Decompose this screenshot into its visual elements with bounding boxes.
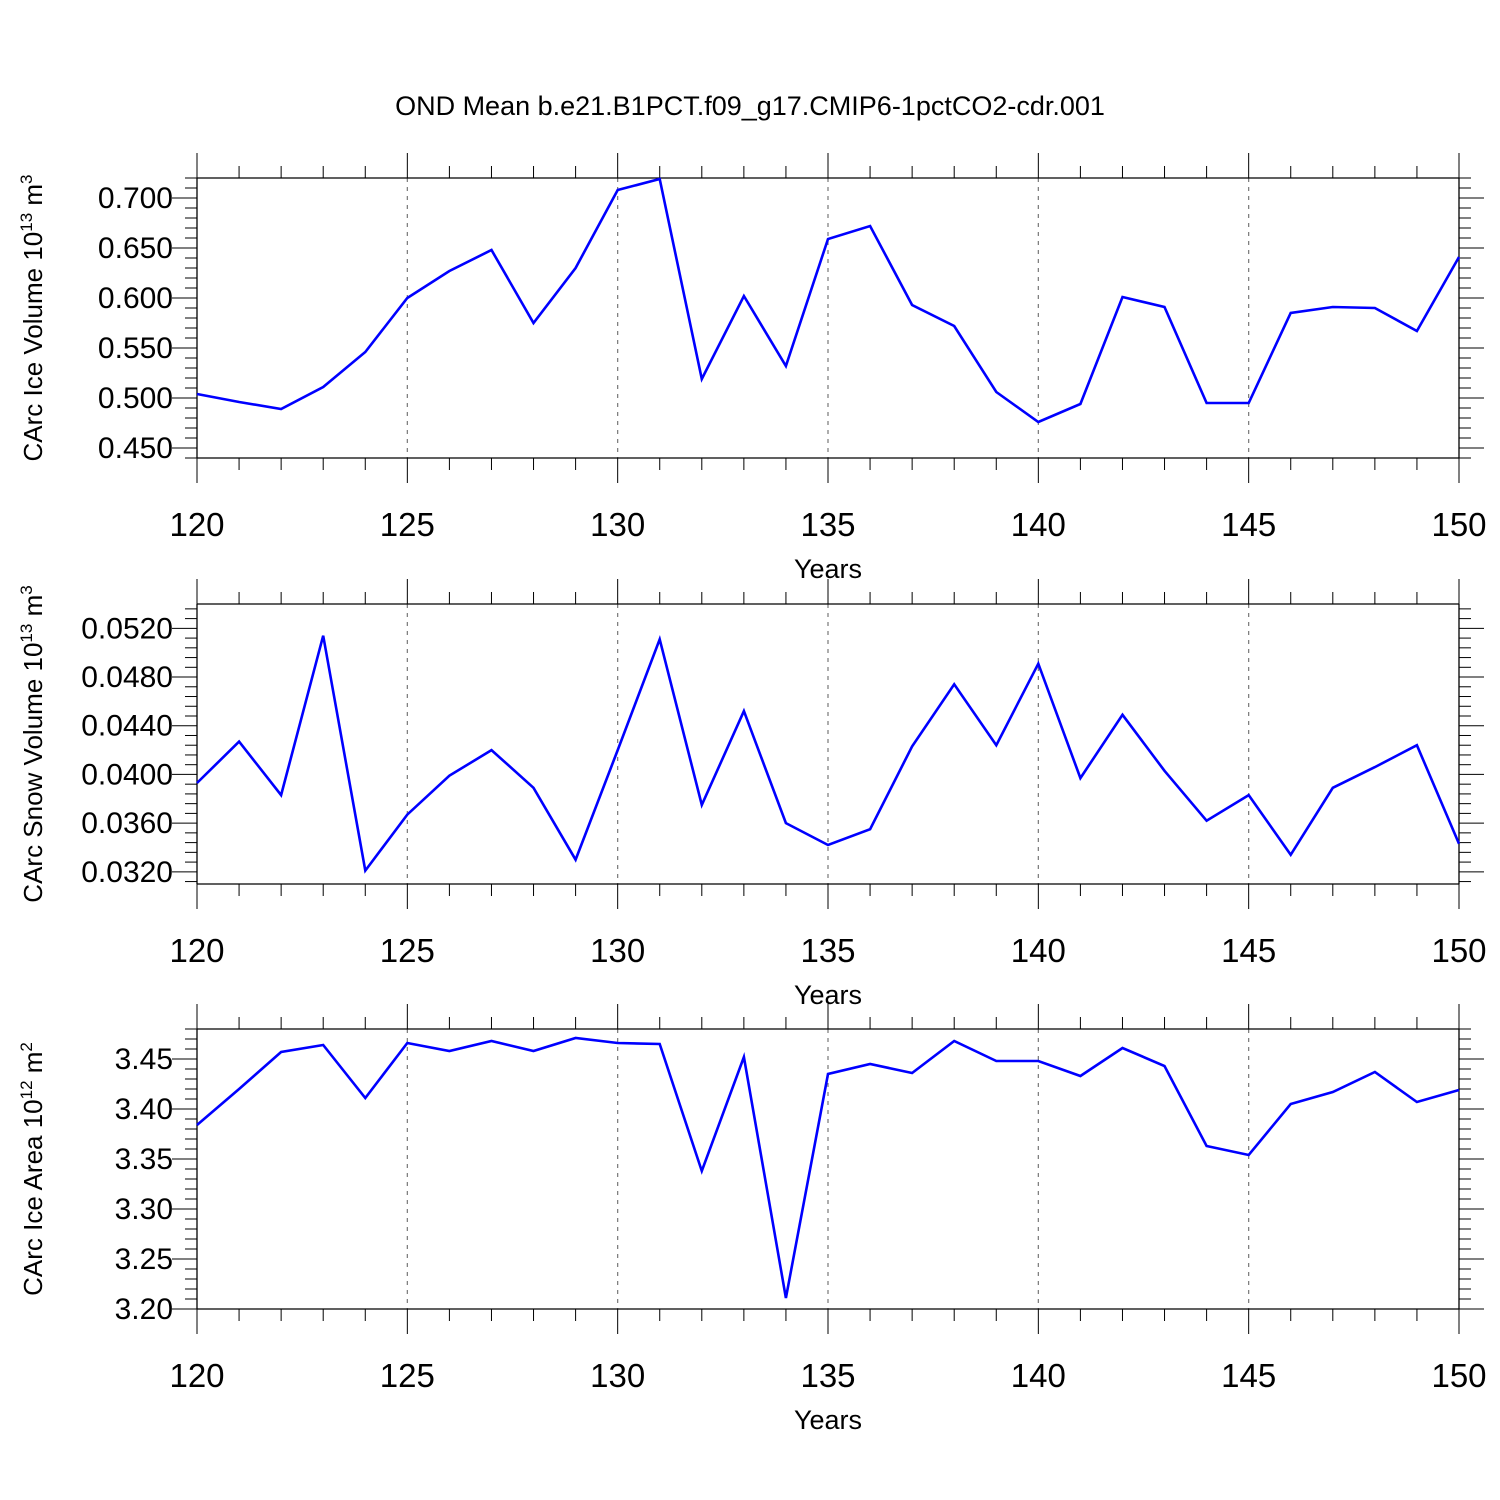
x-tick-label: 140: [1011, 506, 1066, 543]
y-tick-label: 0.0360: [81, 807, 173, 840]
series-line: [196, 177, 1461, 424]
x-tick-label: 135: [800, 1357, 855, 1394]
x-tick-label: 145: [1221, 1357, 1276, 1394]
x-tick-label: 130: [590, 932, 645, 969]
x-tick-label: 135: [800, 506, 855, 543]
y-tick-label: 0.550: [98, 332, 173, 365]
series-line: [196, 634, 1461, 874]
y-tick-label: 0.650: [98, 232, 173, 265]
y-axis-label: CArc Ice Volume 1013 m3: [17, 174, 48, 461]
y-tick-label: 0.0320: [81, 856, 173, 889]
x-tick-label: 125: [380, 932, 435, 969]
chart-panel-1: 0.450 0.500 0.550 0.600 0.650 0.700 120 125 130 1…: [17, 153, 1487, 584]
x-tick-label: 125: [380, 506, 435, 543]
x-tick-label: 120: [169, 506, 224, 543]
x-tick-label: 120: [169, 932, 224, 969]
y-tick-label: 3.25: [115, 1243, 173, 1276]
y-tick-label: 3.45: [115, 1043, 173, 1076]
y-axis-label: CArc Ice Area 1012 m2: [17, 1042, 48, 1296]
x-tick-label: 150: [1431, 932, 1486, 969]
y-tick-label: 0.0480: [81, 661, 173, 694]
y-tick-label: 0.0400: [81, 758, 173, 791]
chart-panel-3: 3.20 3.25 3.30 3.35 3.40 3.45 120 125 130 135 140 1…: [17, 1004, 1487, 1435]
x-tick-label: 150: [1431, 506, 1486, 543]
y-tick-label: 0.0440: [81, 710, 173, 743]
y-tick-label: 0.450: [98, 432, 173, 465]
x-tick-label: 145: [1221, 932, 1276, 969]
y-tick-label: 3.30: [115, 1193, 173, 1226]
y-axis-label: CArc Snow Volume 1013 m3: [17, 585, 48, 902]
series-line: [196, 1036, 1460, 1299]
x-tick-label: 140: [1011, 1357, 1066, 1394]
x-tick-label: 120: [169, 1357, 224, 1394]
x-axis-label: Years: [794, 1405, 862, 1435]
y-tick-label: 0.0520: [81, 612, 173, 645]
x-tick-label: 135: [800, 932, 855, 969]
x-tick-label: 150: [1431, 1357, 1486, 1394]
x-tick-label: 130: [590, 506, 645, 543]
x-tick-label: 140: [1011, 932, 1066, 969]
y-tick-label: 0.700: [98, 182, 173, 215]
x-tick-label: 145: [1221, 506, 1276, 543]
y-tick-label: 0.600: [98, 282, 173, 315]
x-tick-label: 130: [590, 1357, 645, 1394]
y-tick-label: 3.20: [115, 1293, 173, 1326]
chart-title: OND Mean b.e21.B1PCT.f09_g17.CMIP6-1pctC…: [395, 91, 1105, 121]
y-tick-label: 3.40: [115, 1093, 173, 1126]
y-tick-label: 0.500: [98, 382, 173, 415]
x-tick-label: 125: [380, 1357, 435, 1394]
y-tick-label: 3.35: [115, 1143, 173, 1176]
chart-panel-2: 0.0320 0.0360 0.0400 0.0440 0.0480 0.0520 120 1…: [17, 579, 1487, 1010]
